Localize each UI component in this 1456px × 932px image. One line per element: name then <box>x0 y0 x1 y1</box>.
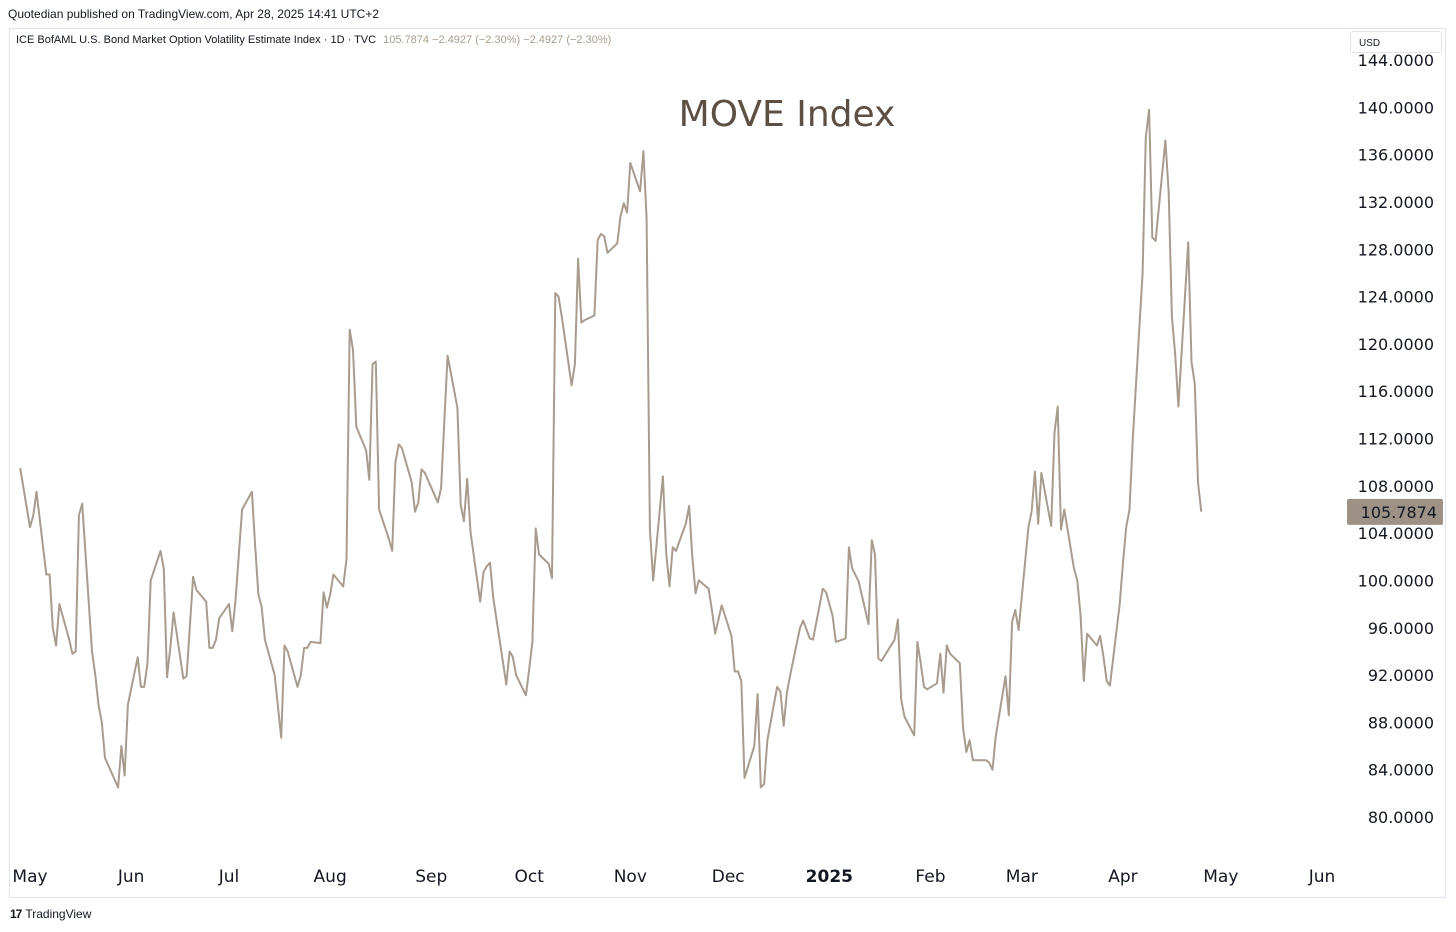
plot-area[interactable] <box>19 108 1203 789</box>
y-tick-label: 100.0000 <box>1358 571 1434 590</box>
y-tick-label: 132.0000 <box>1358 193 1434 212</box>
x-tick-label: Aug <box>314 867 347 887</box>
x-tick-label: Oct <box>514 867 544 887</box>
x-tick-label: Mar <box>1006 867 1038 887</box>
publish-attribution: Quotedian published on TradingView.com, … <box>8 7 380 21</box>
x-tick-label: 2025 <box>806 867 853 887</box>
y-tick-label: 108.0000 <box>1358 477 1434 496</box>
x-tick-label: May <box>12 867 47 887</box>
y-tick-label: 96.0000 <box>1368 619 1434 638</box>
x-tick-label: Sep <box>415 867 447 887</box>
chart-frame <box>9 28 1446 898</box>
x-tick-label: Feb <box>915 867 945 887</box>
x-axis[interactable]: May Jun Jul Aug Sep Oct Nov Dec 2025 Feb Mar Apr May… <box>12 867 1335 887</box>
x-tick-label: Jul <box>218 867 240 887</box>
y-tick-label: 124.0000 <box>1358 288 1434 307</box>
y-tick-label: 136.0000 <box>1358 146 1434 165</box>
chart-title: MOVE Index <box>679 94 896 135</box>
currency-selector[interactable]: USD <box>1350 31 1442 53</box>
x-tick-label: Jun <box>117 867 145 887</box>
tradingview-logo-icon: 17 <box>10 907 22 921</box>
y-tick-label: 104.0000 <box>1358 524 1434 543</box>
x-tick-label: May <box>1203 867 1238 887</box>
y-axis[interactable]: 80.0000 84.0000 88.0000 92.0000 96.0000 100.0… <box>1358 51 1434 827</box>
x-tick-label: Dec <box>712 867 745 887</box>
y-tick-label: 84.0000 <box>1368 761 1434 780</box>
last-price-label-text: 105.7874 <box>1361 503 1437 522</box>
series-line[interactable] <box>19 108 1203 789</box>
last-price-label-bg <box>1347 498 1443 525</box>
symbol-legend: ICE BofAML U.S. Bond Market Option Volat… <box>16 34 611 46</box>
symbol-name[interactable]: ICE BofAML U.S. Bond Market Option Volat… <box>16 34 377 46</box>
tradingview-logo-text: TradingView <box>25 907 92 921</box>
last-price-label: 105.7874 <box>1347 498 1443 525</box>
y-tick-label: 144.0000 <box>1358 51 1434 70</box>
tradingview-footer[interactable]: 17 TradingView <box>10 907 91 921</box>
y-tick-label: 88.0000 <box>1368 713 1434 732</box>
y-tick-label: 80.0000 <box>1368 808 1434 827</box>
y-tick-label: 92.0000 <box>1368 666 1434 685</box>
x-tick-label: Apr <box>1108 867 1137 887</box>
y-tick-label: 140.0000 <box>1358 98 1434 117</box>
y-tick-label: 116.0000 <box>1358 382 1434 401</box>
y-tick-label: 112.0000 <box>1358 430 1434 449</box>
y-tick-label: 120.0000 <box>1358 335 1434 354</box>
y-tick-label: 128.0000 <box>1358 240 1434 259</box>
x-tick-label: Nov <box>614 867 647 887</box>
symbol-values: 105.7874 −2.4927 (−2.30%) −2.4927 (−2.30… <box>383 34 612 46</box>
x-tick-label: Jun <box>1308 867 1336 887</box>
